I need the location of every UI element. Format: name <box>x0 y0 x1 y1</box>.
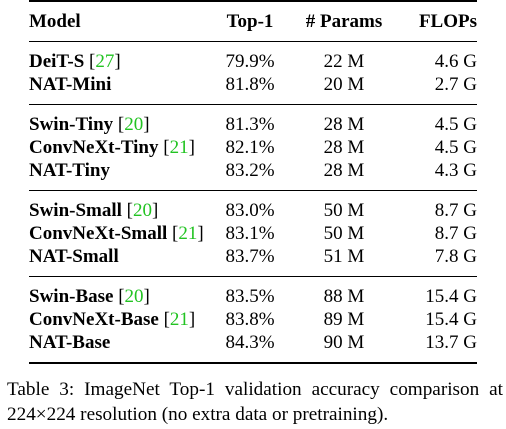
model-cell: NAT-Base <box>29 331 209 364</box>
header-params: # Params <box>291 0 397 42</box>
top1-cell: 83.0% <box>209 190 291 222</box>
table-group: Swin-Tiny [20] 81.3% 28 M 4.5 G ConvNeXt-Tin… <box>29 104 477 191</box>
flops-cell: 4.5 G <box>397 104 477 136</box>
top1-cell: 84.3% <box>209 331 291 364</box>
model-name: NAT-Base <box>29 332 111 353</box>
top1-cell: 83.5% <box>209 276 291 308</box>
top1-cell: 82.1% <box>225 137 275 158</box>
citation[interactable]: [21] <box>167 223 204 244</box>
model-cell: Swin-Base [20] <box>29 276 209 308</box>
citation-link[interactable]: 20 <box>124 114 144 135</box>
flops-cell: 4.3 G <box>434 160 477 181</box>
flops-cell: 2.7 G <box>434 74 477 95</box>
flops-cell: 4.5 G <box>434 137 477 158</box>
top1-cell: 83.8% <box>225 309 275 330</box>
model-cell: NAT-Mini <box>29 73 209 105</box>
table-row: NAT-Tiny 83.2% 28 M 4.3 G <box>29 159 477 191</box>
table-group: DeiT-S [27] 79.9% 22 M 4.6 G NAT-Mini 81.8% 20… <box>29 42 477 105</box>
params-cell: 28 M <box>291 104 397 136</box>
table-row: Swin-Tiny [20] 81.3% 28 M 4.5 G <box>29 104 477 136</box>
flops-cell: 8.7 G <box>434 223 477 244</box>
model-name: ConvNeXt-Base <box>29 309 159 330</box>
model-cell: Swin-Tiny [20] <box>29 104 209 136</box>
citation-link[interactable]: 20 <box>124 286 144 307</box>
table-caption: Table 3: ImageNet Top-1 validation accur… <box>7 379 503 425</box>
model-name: ConvNeXt-Tiny <box>29 137 159 158</box>
top1-cell: 79.9% <box>225 51 275 72</box>
model-cell: NAT-Small <box>29 245 209 277</box>
model-name: NAT-Small <box>29 246 119 267</box>
flops-cell: 15.4 G <box>425 309 477 330</box>
results-table: Model Top-1 # Params FLOPs DeiT-S [27] 79… <box>29 0 477 364</box>
table-row: DeiT-S [27] 79.9% 22 M 4.6 G <box>29 42 477 74</box>
citation[interactable]: [20] <box>113 286 150 307</box>
citation-link[interactable]: 21 <box>169 309 189 330</box>
citation[interactable]: [21] <box>158 137 195 158</box>
model-cell: DeiT-S [27] <box>29 42 209 74</box>
citation[interactable]: [20] <box>121 200 159 221</box>
header-flops: FLOPs <box>397 0 477 42</box>
header-top1: Top-1 <box>209 0 291 42</box>
flops-cell: 7.8 G <box>434 246 477 267</box>
model-name: DeiT-S <box>29 51 85 72</box>
params-cell: 89 M <box>323 309 365 330</box>
params-cell: 22 M <box>323 51 365 72</box>
model-name: ConvNeXt-Small <box>29 223 168 244</box>
table-row: Swin-Small [20] 83.0% 50 M 8.7 G <box>29 190 477 222</box>
model-cell: Swin-Small [20] <box>29 190 209 222</box>
header-row: Model Top-1 # Params FLOPs <box>29 0 477 42</box>
citation-link[interactable]: 20 <box>133 200 152 221</box>
citation[interactable]: [21] <box>158 309 196 330</box>
table-row: ConvNeXt-Base [21] 83.8% 89 M 15.4 G <box>29 308 477 331</box>
params-cell: 28 M <box>323 160 365 181</box>
top1-cell: 83.2% <box>225 160 275 181</box>
model-name: Swin-Base <box>29 286 114 307</box>
flops-cell: 15.4 G <box>397 276 477 308</box>
model-cell: ConvNeXt-Base [21] <box>29 308 209 331</box>
params-cell: 88 M <box>291 276 397 308</box>
model-cell: ConvNeXt-Small [21] <box>29 222 209 245</box>
table-row: ConvNeXt-Tiny [21] 82.1% 28 M 4.5 G <box>29 136 477 159</box>
citation[interactable]: [27] <box>84 51 121 72</box>
top1-cell: 81.8% <box>225 74 275 95</box>
citation-link[interactable]: 21 <box>169 137 189 158</box>
params-cell: 51 M <box>323 246 365 267</box>
flops-cell: 4.6 G <box>434 51 477 72</box>
table-row: NAT-Small 83.7% 51 M 7.8 G <box>29 245 477 277</box>
table-group: Swin-Small [20] 83.0% 50 M 8.7 G ConvNeXt-Sm… <box>29 190 477 277</box>
header-model: Model <box>29 0 209 42</box>
citation-link[interactable]: 27 <box>95 51 115 72</box>
table-row: ConvNeXt-Small [21] 83.1% 50 M 8.7 G <box>29 222 477 245</box>
params-cell: 20 M <box>323 74 365 95</box>
params-cell: 50 M <box>323 223 365 244</box>
model-cell: NAT-Tiny <box>29 159 209 191</box>
table-row: NAT-Mini 81.8% 20 M 2.7 G <box>29 73 477 105</box>
citation[interactable]: [20] <box>113 114 150 135</box>
params-cell: 90 M <box>291 331 397 364</box>
model-cell: ConvNeXt-Tiny [21] <box>29 136 209 159</box>
top1-cell: 83.1% <box>225 223 275 244</box>
table-row: Swin-Base [20] 83.5% 88 M 15.4 G <box>29 276 477 308</box>
flops-cell: 13.7 G <box>397 331 477 364</box>
top1-cell: 81.3% <box>209 104 291 136</box>
top1-cell: 83.7% <box>225 246 275 267</box>
model-name: Swin-Tiny <box>29 114 114 135</box>
model-name: Swin-Small <box>29 200 122 221</box>
params-cell: 50 M <box>291 190 397 222</box>
params-cell: 28 M <box>323 137 365 158</box>
table-row: NAT-Base 84.3% 90 M 13.7 G <box>29 331 477 364</box>
flops-cell: 8.7 G <box>397 190 477 222</box>
model-name: NAT-Mini <box>29 74 112 95</box>
citation-link[interactable]: 21 <box>178 223 198 244</box>
table-group: Swin-Base [20] 83.5% 88 M 15.4 G ConvNeXt-Ba… <box>29 276 477 364</box>
model-name: NAT-Tiny <box>29 160 110 181</box>
